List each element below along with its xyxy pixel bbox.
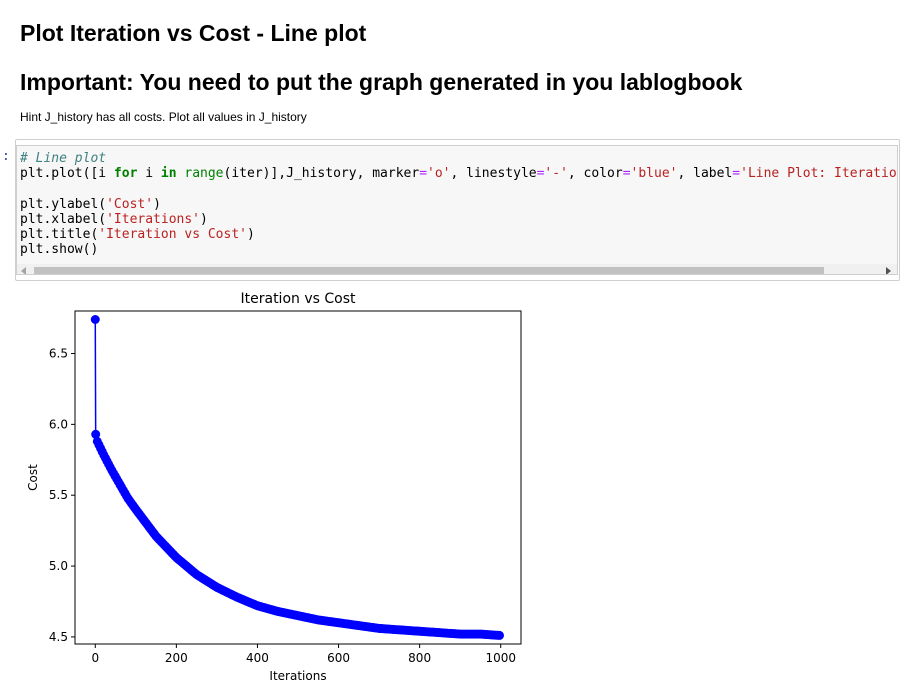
heading-plot-iteration-vs-cost: Plot Iteration vs Cost - Line plot <box>20 20 367 46</box>
plot-area <box>75 311 521 644</box>
x-tick-label: 200 <box>165 651 188 665</box>
data-point <box>90 315 100 324</box>
y-tick-label: 4.5 <box>49 630 68 644</box>
y-axis-label: Cost <box>26 464 40 491</box>
x-tick-label: 0 <box>91 651 99 665</box>
cell-prompt: : <box>2 149 10 164</box>
data-point <box>495 630 505 640</box>
code-editor[interactable]: # Line plot plt.plot([i for i in range(i… <box>16 145 898 275</box>
plot-frame <box>74 310 522 645</box>
y-tick-label: 5.5 <box>49 488 68 502</box>
scroll-right-arrow-icon[interactable] <box>886 267 891 274</box>
scrollbar-thumb[interactable] <box>34 267 824 274</box>
y-tick-label: 5.0 <box>49 559 68 573</box>
x-axis-label: Iterations <box>269 669 326 683</box>
code-line-ylabel: plt.ylabel('Cost') <box>20 196 161 212</box>
code-line-plot-call: plt.plot([i for i in range(iter)],J_hist… <box>20 166 897 182</box>
code-cell[interactable]: # Line plot plt.plot([i for i in range(i… <box>15 139 900 281</box>
x-tick-label: 600 <box>327 651 350 665</box>
scroll-left-arrow-icon[interactable] <box>21 267 26 274</box>
x-tick-label: 800 <box>408 651 431 665</box>
code-line-xlabel: plt.xlabel('Iterations') <box>20 211 208 227</box>
chart-title: Iteration vs Cost <box>241 291 356 307</box>
code-text[interactable]: # Line plot plt.plot([i for i in range(i… <box>20 151 897 258</box>
output-line-chart: Iteration vs Cost 0 200 400 600 800 1000 4.5 5.0… <box>26 291 522 683</box>
code-line-show: plt.show() <box>20 242 99 258</box>
x-tick-label: 400 <box>246 651 269 665</box>
series-0 <box>90 315 505 640</box>
y-tick-label: 6.0 <box>49 417 68 431</box>
hint-text: Hint J_history has all costs. Plot all v… <box>20 110 307 124</box>
y-tick-label: 6.5 <box>49 347 68 361</box>
code-comment: # Line plot <box>20 151 107 166</box>
heading-important-note: Important: You need to put the graph gen… <box>20 69 743 95</box>
code-line-title: plt.title('Iteration vs Cost') <box>20 227 255 243</box>
x-tick-label: 1000 <box>485 651 516 665</box>
horizontal-scrollbar[interactable] <box>17 264 897 274</box>
